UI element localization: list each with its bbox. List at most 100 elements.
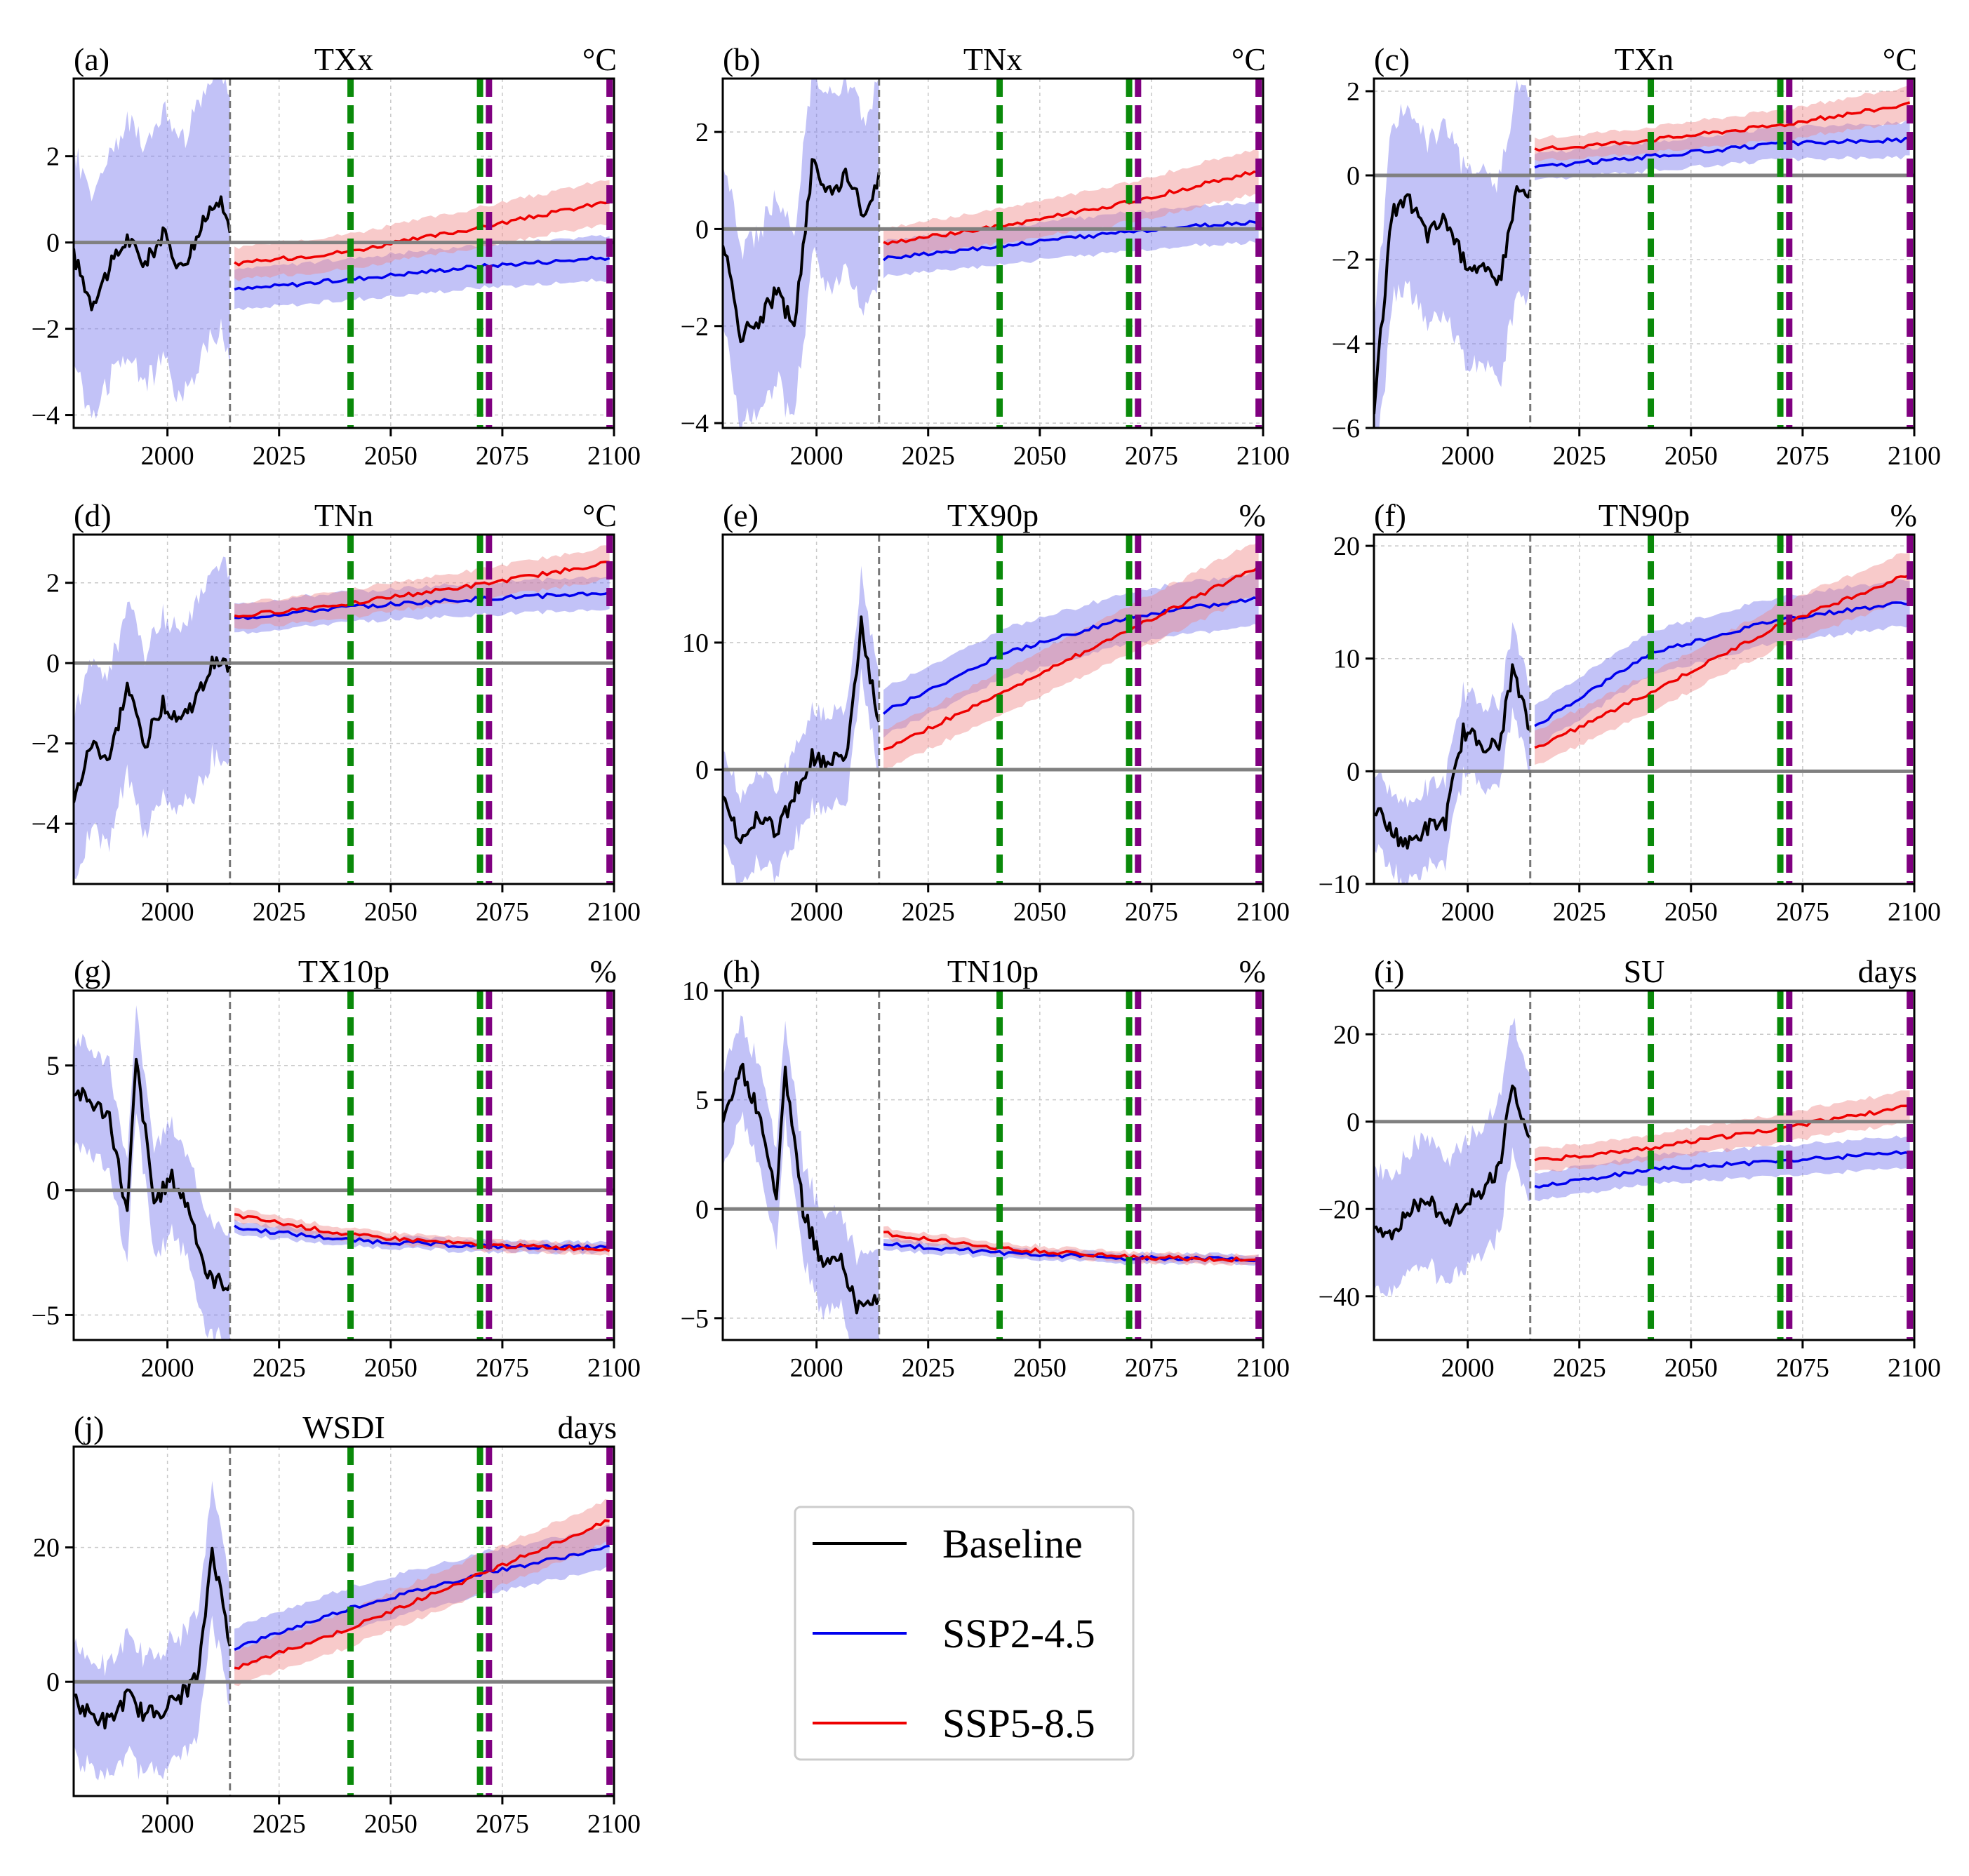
panel-unit: °C: [1883, 41, 1917, 77]
panel-title: TN10p: [947, 953, 1039, 989]
panel-unit: %: [590, 953, 617, 989]
y-tick-label: −2: [681, 312, 709, 342]
y-tick-label: −40: [1319, 1282, 1360, 1312]
series-line-ssp2-4-5: [234, 591, 610, 621]
y-tick-label: 0: [1347, 161, 1360, 191]
x-tick-label: 2075: [1125, 441, 1178, 471]
series-line-ssp2-4-5: [234, 255, 610, 291]
y-tick-label: −5: [681, 1304, 709, 1334]
axes-frame: [72, 533, 615, 885]
y-tick-label: −5: [32, 1301, 60, 1330]
x-tick-label: 2050: [1013, 1353, 1067, 1383]
plot-area: [1374, 535, 1914, 884]
x-tick-label: 2075: [1776, 1353, 1829, 1383]
y-tick-label: 10: [682, 629, 709, 658]
band-ssp5-8-5: [1535, 552, 1910, 765]
band-ssp5-8-5: [234, 1207, 610, 1257]
x-tick-label: 2000: [1441, 441, 1495, 471]
series-line-ssp2-4-5: [234, 1224, 610, 1251]
y-tick-label: −20: [1319, 1195, 1360, 1224]
panel-j: 2000 2025 2050 2075 2100 0 20 (j) WSDI days: [33, 1409, 641, 1839]
series-line-baseline: [1374, 1084, 1532, 1240]
y-tick-label: 20: [1333, 532, 1360, 561]
panel-unit: °C: [1232, 41, 1266, 77]
legend-label: SSP2-4.5: [942, 1611, 1095, 1656]
x-tick-label: 2100: [1236, 897, 1290, 927]
x-tick-label: 2100: [1888, 1353, 1941, 1383]
y-tick-label: −6: [1332, 414, 1360, 443]
series-line-ssp2-4-5: [882, 220, 1260, 262]
y-tick-label: 0: [46, 1668, 60, 1697]
axes-frame: [1373, 533, 1916, 885]
y-tick-label: 20: [33, 1534, 60, 1563]
panel-a: 2000 2025 2050 2075 2100 −4 −2 0 2 (a) TXx °C: [32, 41, 641, 471]
band-ssp2-4-5: [883, 201, 1259, 279]
x-tick-label: 2025: [902, 441, 955, 471]
panel-label: (a): [74, 41, 109, 77]
x-tick-label: 2075: [1776, 441, 1829, 471]
plot-area: [1374, 991, 1914, 1340]
x-tick-label: 2050: [1664, 441, 1718, 471]
x-tick-label: 2000: [790, 897, 843, 927]
series-line-baseline: [723, 615, 881, 845]
x-tick-label: 2075: [1125, 1353, 1178, 1383]
x-tick-label: 2050: [1013, 897, 1067, 927]
panel-unit: %: [1239, 953, 1266, 989]
series-line-ssp2-4-5: [1534, 601, 1910, 728]
plot-area: [74, 991, 614, 1340]
band-ssp5-8-5: [883, 1226, 1259, 1266]
plot-area: [723, 535, 1263, 884]
axes-frame: [1373, 77, 1916, 429]
x-tick-label: 2025: [1553, 1353, 1606, 1383]
panel-title: TN90p: [1598, 497, 1690, 533]
plot-area: [74, 535, 614, 884]
axes-frame: [721, 533, 1264, 885]
plot-area: [1374, 79, 1914, 428]
x-tick-label: 2000: [1441, 1353, 1495, 1383]
series-line-ssp5-8-5: [234, 1213, 610, 1252]
band-baseline: [74, 1480, 230, 1781]
x-tick-label: 2025: [253, 1809, 306, 1839]
band-ssp2-4-5: [1535, 579, 1910, 746]
band-ssp2-4-5: [1535, 1135, 1910, 1202]
panel-unit: days: [558, 1409, 617, 1445]
series-line-baseline: [1374, 185, 1532, 415]
y-tick-label: 0: [695, 756, 709, 785]
x-tick-label: 2000: [790, 441, 843, 471]
plot-area: [74, 79, 614, 428]
panel-c: 2000 2025 2050 2075 2100 −6 −4 −2 0 2 (c) TXn °C: [1332, 41, 1941, 471]
band-ssp2-4-5: [234, 576, 610, 634]
panel-label: (h): [723, 953, 761, 989]
series-line-ssp2-4-5: [883, 1242, 1260, 1263]
x-tick-label: 2025: [902, 1353, 955, 1383]
x-tick-label: 2100: [587, 1809, 641, 1839]
x-tick-label: 2100: [587, 897, 641, 927]
axes-frame: [721, 77, 1264, 429]
y-tick-label: −2: [1332, 246, 1360, 275]
panel-label: (c): [1374, 41, 1410, 77]
panel-label: (i): [1374, 953, 1404, 989]
panel-title: TX10p: [298, 953, 389, 989]
x-tick-label: 2050: [1664, 1353, 1718, 1383]
y-tick-label: −4: [32, 401, 60, 431]
x-tick-label: 2025: [253, 1353, 306, 1383]
panel-title: SU: [1624, 953, 1665, 989]
panel-title: TNx: [963, 41, 1022, 77]
x-tick-label: 2100: [587, 1353, 641, 1383]
y-tick-label: 20: [1333, 1020, 1360, 1050]
y-tick-label: 10: [1333, 645, 1360, 674]
x-tick-label: 2025: [253, 897, 306, 927]
legend-label: SSP5-8.5: [942, 1701, 1095, 1746]
band-baseline: [723, 79, 879, 428]
legend-box: [794, 1506, 1135, 1761]
y-tick-label: 0: [695, 215, 709, 244]
plot-area: [723, 991, 1263, 1340]
panel-title: TXx: [314, 41, 373, 77]
x-tick-label: 2100: [587, 441, 641, 471]
y-tick-label: 2: [46, 569, 60, 598]
axes-frame: [721, 989, 1264, 1341]
axes-frame: [72, 1445, 615, 1797]
band-baseline: [1374, 79, 1530, 428]
x-tick-label: 2000: [141, 441, 194, 471]
panel-g: 2000 2025 2050 2075 2100 −5 0 5 (g) TX10p%: [32, 953, 641, 1383]
